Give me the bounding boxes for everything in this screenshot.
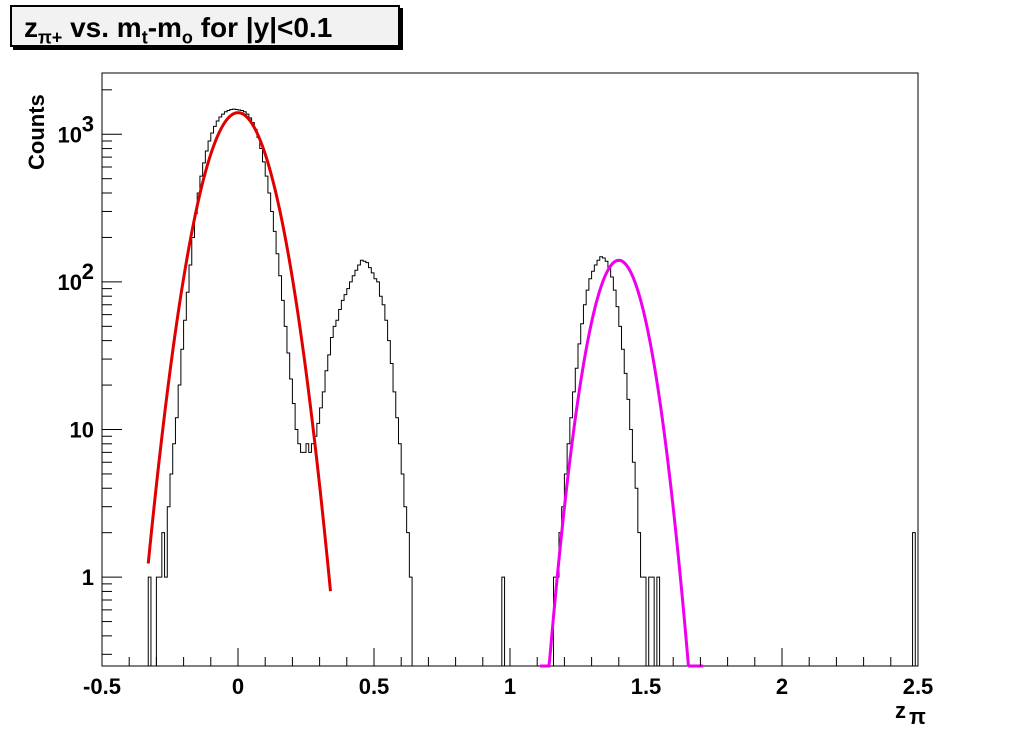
y-tick-exponent: 2 xyxy=(82,259,94,284)
gaussian-fit-line-2 xyxy=(539,258,704,668)
y-tick-label: 10 xyxy=(58,122,82,147)
y-tick-label: 1 xyxy=(82,565,94,590)
y-tick-exponent: 3 xyxy=(82,111,94,136)
x-tick-label: 2 xyxy=(776,674,788,699)
x-axis-label-subscript: π xyxy=(909,704,926,729)
plot-frame xyxy=(101,72,919,667)
x-tick-label: 1.5 xyxy=(631,674,662,699)
x-tick-label: -0.5 xyxy=(83,674,121,699)
gaussian-fit-line-1 xyxy=(146,111,332,592)
y-tick-label: 10 xyxy=(70,418,94,443)
y-tick-label: 10 xyxy=(58,270,82,295)
x-tick-label: 0 xyxy=(232,674,244,699)
x-axis-label: z xyxy=(895,698,906,723)
chart-title: zπ+ vs. mt-mo for |y|<0.1 xyxy=(10,5,400,48)
x-tick-label: 0.5 xyxy=(359,674,390,699)
x-tick-label: 2.5 xyxy=(903,674,934,699)
histogram-series xyxy=(147,108,918,667)
y-axis-label: Counts xyxy=(24,94,49,170)
x-tick-label: 1 xyxy=(504,674,516,699)
